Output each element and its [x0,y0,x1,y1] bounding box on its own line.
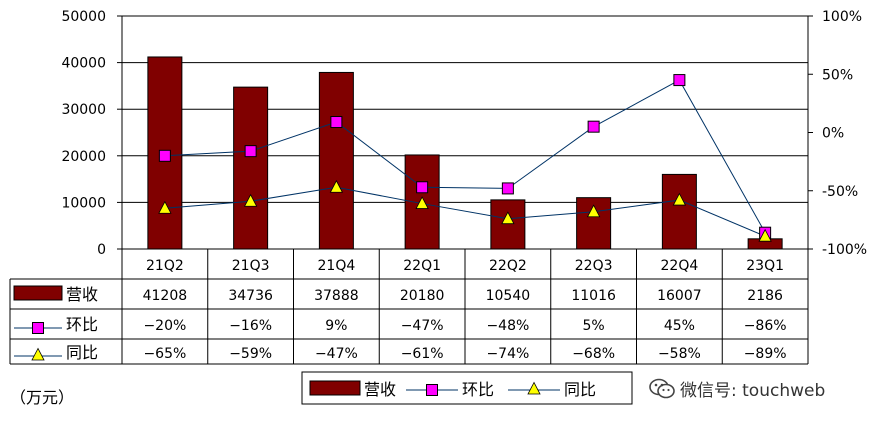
data-label: −47% [315,346,358,362]
y-right-tick-label: 100% [822,9,862,25]
bar [490,199,526,250]
row-legend-key [13,285,63,301]
row-label: 同比 [66,343,98,362]
y-left-tick-label: 40000 [61,56,106,72]
row-label: 营收 [66,285,98,304]
data-label: 9% [325,318,347,334]
bar [661,173,697,250]
point [586,204,601,218]
data-label: 41208 [143,288,188,304]
data-label: −58% [658,346,701,362]
data-label: 20180 [400,288,445,304]
point [32,322,44,334]
data-label: −89% [744,346,787,362]
data-label: 5% [583,318,605,334]
data-label: −48% [486,318,529,334]
data-label: 37888 [314,288,359,304]
y-right-tick-label: -100% [822,242,867,258]
point [329,179,344,193]
data-label: 11016 [571,288,616,304]
x-tick-label: 21Q3 [232,258,270,274]
data-label: −16% [229,318,272,334]
point [758,228,772,242]
point [158,200,172,214]
point [31,347,45,361]
legend-label: 同比 [564,380,596,399]
unit-label: （万元） [10,388,75,407]
data-label: −86% [744,318,787,334]
y-right-tick-label: -50% [822,184,858,200]
data-label: −74% [486,346,529,362]
legend-label: 环比 [462,380,494,399]
y-left-tick-label: 30000 [61,102,106,118]
point [501,211,515,225]
point [672,192,687,206]
point [243,193,258,207]
data-label: −20% [143,318,186,334]
data-label: −61% [401,346,444,362]
point [158,149,171,162]
y-right-tick-label: 50% [822,67,853,83]
x-tick-label: 23Q1 [746,258,784,274]
x-tick-label: 22Q2 [489,258,527,274]
bar [233,86,269,250]
y-left-tick-label: 0 [97,242,106,258]
wechat-icon [649,378,675,399]
bar [318,71,354,250]
point [587,120,600,133]
data-label: 45% [664,318,695,334]
point [527,381,541,395]
y-right-tick-label: 0% [822,126,844,142]
x-tick-label: 22Q4 [661,258,699,274]
data-label: −47% [401,318,444,334]
row-label: 环比 [66,315,98,334]
point [673,74,686,87]
legend-label: 营收 [364,380,396,399]
point [415,196,429,209]
x-tick-label: 21Q4 [318,258,356,274]
y-left-tick-label: 20000 [61,149,106,165]
data-label: −68% [572,346,615,362]
point [244,145,257,158]
data-label: −65% [143,346,186,362]
data-label: 2186 [747,288,783,304]
x-tick-label: 22Q3 [575,258,613,274]
data-label: 34736 [228,288,273,304]
series-line [164,186,766,237]
point [416,181,429,194]
watermark-text: 微信号: touchweb [680,381,826,401]
x-tick-label: 22Q1 [403,258,441,274]
y-left-tick-label: 10000 [61,195,106,211]
data-label: −59% [229,346,272,362]
x-tick-label: 21Q2 [146,258,184,274]
data-label: 16007 [657,288,702,304]
data-label: 10540 [486,288,531,304]
legend-key [309,380,361,396]
point [330,116,343,129]
point [501,182,514,195]
series-line [164,79,766,233]
point [426,384,438,396]
y-left-tick-label: 50000 [61,9,106,25]
